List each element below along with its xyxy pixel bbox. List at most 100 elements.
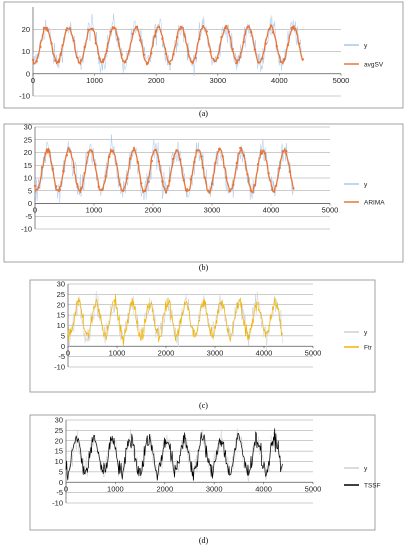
series-point-avgSV — [102, 58, 105, 61]
series-point-avgSV — [279, 60, 282, 63]
series-point-avgSV — [283, 57, 286, 61]
y-tick-label: -10 — [54, 363, 65, 372]
series-point-ARIMA — [171, 157, 175, 161]
series-point-ARIMA — [193, 160, 196, 164]
y-tick-label: 25 — [24, 135, 32, 144]
series-point-avgSV — [113, 26, 116, 30]
series-point-avgSV — [94, 42, 98, 45]
series-point-ARIMA — [196, 149, 199, 152]
x-tick-label: 3000 — [206, 484, 223, 493]
y-tick-label: 20 — [57, 300, 65, 309]
series-point-avgSV — [198, 37, 201, 41]
series-point-ARIMA — [37, 186, 40, 189]
y-tick-label: -5 — [56, 488, 63, 497]
series-point-ARIMA — [214, 161, 217, 165]
y-tick-label: 0 — [26, 69, 30, 78]
x-tick-label: 5000 — [305, 348, 322, 357]
series-point-avgSV — [157, 25, 160, 28]
series-point-avgSV — [68, 27, 72, 30]
series-point-avgSV — [124, 60, 127, 64]
series-point-avgSV — [275, 45, 279, 48]
series-point-ARIMA — [69, 150, 72, 153]
series-point-avgSV — [235, 61, 238, 65]
chart-frame — [3, 123, 404, 263]
series-point-avgSV — [227, 30, 231, 34]
series-point-avgSV — [294, 27, 297, 31]
y-tick-label: 20 — [22, 25, 30, 34]
series-point-ARIMA — [189, 178, 192, 181]
series-point-avgSV — [90, 28, 94, 31]
series-point-avgSV — [205, 30, 208, 33]
x-tick-label: 2000 — [145, 206, 162, 215]
y-tick-label: -10 — [52, 499, 63, 508]
series-point-ARIMA — [203, 176, 207, 179]
series-point-ARIMA — [132, 148, 136, 152]
series-point-avgSV — [242, 40, 245, 44]
series-point-avgSV — [153, 35, 157, 38]
y-tick-label: 20 — [24, 148, 32, 157]
series-point-ARIMA — [182, 179, 185, 182]
series-point-ARIMA — [242, 154, 246, 157]
series-point-ARIMA — [86, 151, 90, 154]
series-point-ARIMA — [225, 176, 228, 179]
y-tick-label: 10 — [55, 457, 63, 466]
legend-label-Ftr: Ftr — [364, 344, 373, 351]
y-tick-label: 15 — [55, 447, 63, 456]
y-tick-label: -5 — [25, 212, 32, 221]
series-point-ARIMA — [217, 148, 221, 151]
series-point-ARIMA — [200, 155, 203, 158]
x-tick-label: 0 — [66, 348, 70, 357]
series-point-avgSV — [257, 61, 260, 64]
series-point-avgSV — [116, 38, 120, 41]
series-point-ARIMA — [101, 188, 104, 191]
series-point-avgSV — [146, 62, 149, 65]
series-point-avgSV — [220, 36, 223, 39]
x-tick-label: 4000 — [263, 206, 280, 215]
panel-label: (c) — [199, 401, 208, 410]
series-point-avgSV — [209, 50, 212, 53]
series-point-avgSV — [46, 29, 49, 32]
legend-label-ARIMA: ARIMA — [364, 199, 385, 206]
series-point-ARIMA — [271, 188, 274, 191]
x-tick-label: 1000 — [86, 76, 103, 85]
series-point-avgSV — [76, 56, 79, 59]
series-point-avgSV — [105, 49, 109, 53]
y-tick-label: 5 — [61, 331, 65, 340]
series-point-avgSV — [42, 26, 46, 30]
x-tick-label: 5000 — [333, 76, 350, 85]
y-tick-label: -5 — [58, 352, 65, 361]
series-point-ARIMA — [58, 188, 61, 191]
y-tick-label: 15 — [24, 161, 32, 170]
series-point-ARIMA — [33, 184, 37, 188]
series-point-avgSV — [54, 59, 57, 62]
panel-label: (d) — [199, 536, 209, 545]
series-point-ARIMA — [267, 172, 270, 175]
series-point-avgSV — [39, 45, 42, 49]
series-point-ARIMA — [62, 169, 65, 173]
series-point-ARIMA — [143, 189, 146, 192]
legend-label-TSSF: TSSF — [364, 482, 381, 489]
series-point-avgSV — [249, 31, 253, 34]
y-tick-label: 25 — [55, 426, 63, 435]
series-point-ARIMA — [168, 179, 171, 183]
series-point-ARIMA — [51, 167, 54, 170]
series-point-ARIMA — [129, 157, 132, 160]
series-point-avgSV — [272, 31, 275, 34]
y-tick-label: -10 — [21, 225, 32, 234]
series-point-avgSV — [72, 39, 75, 42]
series-point-ARIMA — [140, 182, 143, 185]
series-point-ARIMA — [263, 152, 267, 155]
series-point-ARIMA — [228, 190, 231, 193]
series-point-ARIMA — [210, 182, 214, 186]
y-tick-label: 10 — [57, 321, 65, 330]
series-point-avgSV — [246, 26, 249, 29]
y-tick-label: 5 — [59, 467, 63, 476]
series-point-ARIMA — [235, 161, 238, 165]
series-point-ARIMA — [278, 167, 281, 170]
series-point-ARIMA — [79, 187, 83, 191]
series-point-ARIMA — [48, 150, 51, 154]
panel-label: (a) — [199, 109, 208, 118]
series-point-ARIMA — [150, 159, 153, 163]
